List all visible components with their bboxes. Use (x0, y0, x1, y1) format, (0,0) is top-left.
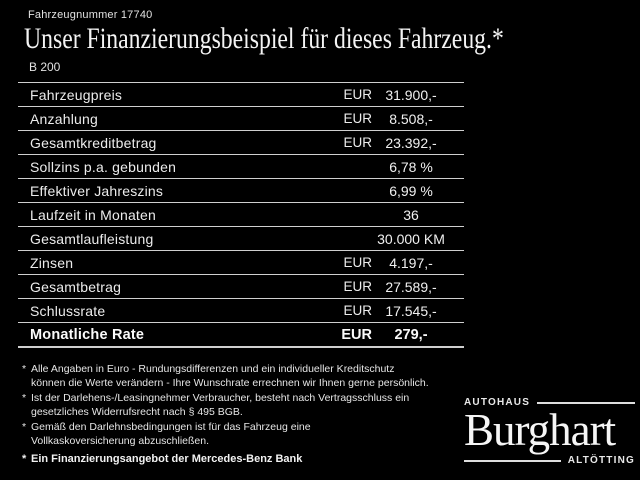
footnote-marker: * (22, 363, 27, 375)
row-label: Monatliche Rate (30, 326, 145, 343)
dealer-logo-top-label: Autohaus (464, 397, 531, 408)
logo-rule-top (537, 401, 635, 404)
row-label: Anzahlung (30, 110, 98, 127)
row-value: 30.000 KM (377, 230, 445, 247)
row-currency: EUR (343, 279, 372, 294)
row-currency: EUR (341, 326, 372, 343)
dealer-logo-top: Autohaus (464, 397, 635, 408)
table-row: Gesamtkreditbetrag EUR 23.392,- (18, 130, 464, 154)
row-currency: EUR (343, 111, 372, 126)
row-value: 4.197,- (389, 254, 433, 271)
row-currency: EUR (343, 135, 372, 150)
row-value: 27.589,- (385, 278, 437, 295)
row-value: 279,- (394, 326, 428, 343)
footnote-marker: * (22, 391, 27, 404)
footnote-text: Gemäß den Darlehnsbedingungen ist für da… (31, 420, 311, 448)
bank-note-marker: * (22, 453, 27, 465)
footnote-text: Ist der Darlehens-/Leasingnehmer Verbrau… (31, 391, 410, 419)
table-row: Sollzins p.a. gebunden 6,78 % (18, 154, 464, 178)
finance-table: Fahrzeugpreis EUR 31.900,- Anzahlung EUR… (18, 82, 464, 348)
row-label: Gesamtbetrag (30, 278, 122, 295)
vehicle-model: B 200 (29, 60, 61, 74)
footnote-marker: * (22, 420, 27, 433)
bank-note: * Ein Finanzierungsangebot der Mercedes-… (22, 453, 302, 465)
bank-note-text: Ein Finanzierungsangebot der Mercedes-Be… (31, 453, 303, 465)
row-label: Effektiver Jahreszins (30, 182, 164, 199)
dealer-logo-bottom: Altötting (464, 455, 635, 466)
footnote: * Gemäß den Darlehnsbedingungen ist für … (22, 420, 429, 449)
table-row: Fahrzeugpreis EUR 31.900,- (18, 82, 464, 106)
footnote: * Alle Angaben in Euro - Rundungsdiffere… (22, 362, 429, 391)
row-value: 6,99 % (389, 182, 433, 199)
row-label: Gesamtlaufleistung (30, 230, 154, 247)
row-currency: EUR (343, 255, 372, 270)
page-title: Unser Finanzierungsbeispiel für dieses F… (24, 22, 504, 55)
table-row: Schlussrate EUR 17.545,- (18, 298, 464, 322)
table-row: Anzahlung EUR 8.508,- (18, 106, 464, 130)
row-label: Fahrzeugpreis (30, 86, 123, 103)
row-value: 6,78 % (389, 158, 433, 175)
row-currency: EUR (343, 87, 372, 102)
table-row: Laufzeit in Monaten 36 (18, 202, 464, 226)
vehicle-number: Fahrzeugnummer 17740 (28, 9, 153, 21)
dealer-logo: Autohaus Burghart Altötting (464, 397, 635, 466)
footnote-text: Alle Angaben in Euro - Rundungsdifferenz… (31, 363, 429, 390)
table-row: Zinsen EUR 4.197,- (18, 250, 464, 274)
row-value: 23.392,- (385, 134, 437, 151)
row-label: Zinsen (30, 254, 74, 271)
row-label: Gesamtkreditbetrag (30, 134, 157, 151)
table-row: Effektiver Jahreszins 6,99 % (18, 178, 464, 202)
row-currency: EUR (343, 303, 372, 318)
row-value: 31.900,- (385, 86, 437, 103)
table-row: Gesamtbetrag EUR 27.589,- (18, 274, 464, 298)
row-label: Sollzins p.a. gebunden (30, 158, 177, 175)
footnotes: * Alle Angaben in Euro - Rundungsdiffere… (22, 362, 429, 448)
row-value: 17.545,- (385, 302, 437, 319)
table-row: Gesamtlaufleistung 30.000 KM (18, 226, 464, 250)
row-value: 8.508,- (389, 110, 433, 127)
table-row: Monatliche Rate EUR 279,- (18, 322, 464, 348)
row-label: Schlussrate (30, 302, 106, 319)
dealer-logo-name: Burghart (464, 405, 616, 455)
dealer-logo-bottom-label: Altötting (567, 455, 635, 466)
row-value: 36 (403, 206, 419, 223)
logo-rule-bottom (464, 459, 561, 462)
row-label: Laufzeit in Monaten (30, 206, 156, 223)
footnote: * Ist der Darlehens-/Leasingnehmer Verbr… (22, 391, 429, 420)
